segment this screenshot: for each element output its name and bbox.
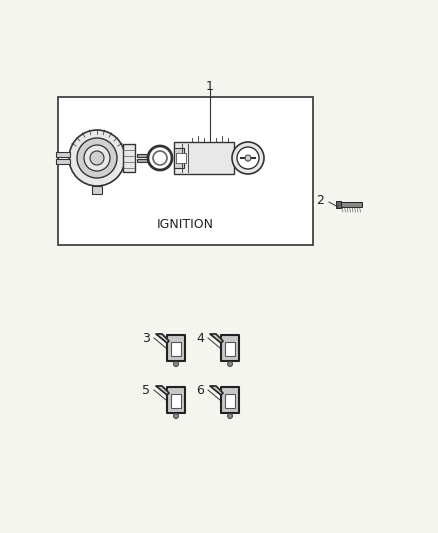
Bar [176,153,186,163]
Bar [171,342,181,356]
Circle shape [69,130,125,186]
Text: IGNITION: IGNITION [157,219,214,231]
Circle shape [173,414,179,418]
Polygon shape [156,386,169,395]
Bar [221,335,239,361]
Circle shape [227,361,233,367]
Text: 1: 1 [206,79,214,93]
Bar [167,335,185,361]
Bar [58,97,313,245]
Bar [137,154,147,157]
Bar [336,201,341,208]
Circle shape [77,138,117,178]
Bar [92,186,102,194]
Bar [137,159,147,162]
Circle shape [232,142,264,174]
Circle shape [90,151,104,165]
Text: 5: 5 [142,384,150,398]
Text: 6: 6 [196,384,204,398]
Text: 2: 2 [316,193,324,206]
Circle shape [237,147,259,169]
Bar [123,144,135,172]
Circle shape [84,145,110,171]
Circle shape [245,155,251,161]
Bar [56,159,70,164]
Bar [174,148,184,168]
Polygon shape [156,334,169,343]
Circle shape [227,414,233,418]
Bar [171,394,181,408]
Bar [225,394,235,408]
Circle shape [148,146,172,170]
Text: 4: 4 [196,333,204,345]
Bar [56,152,70,157]
Text: 3: 3 [142,333,150,345]
Circle shape [173,361,179,367]
Bar [340,202,362,207]
Polygon shape [210,334,223,343]
Bar [174,142,234,174]
Circle shape [153,151,167,165]
Polygon shape [210,386,223,395]
Bar [167,387,185,413]
Bar [225,342,235,356]
Bar [221,387,239,413]
